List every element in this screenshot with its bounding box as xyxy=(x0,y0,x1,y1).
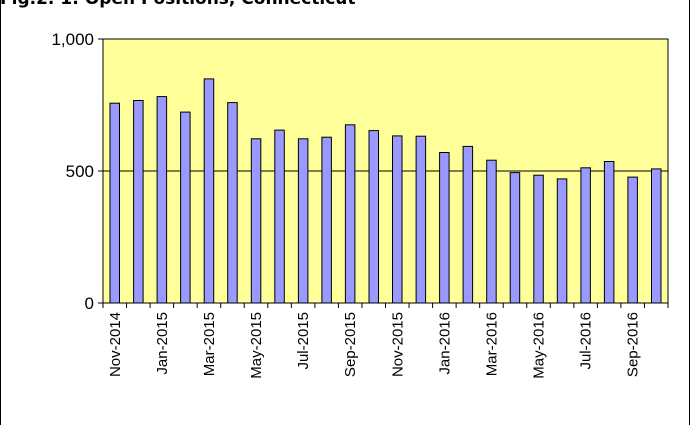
bar-apr-2015 xyxy=(227,102,238,304)
x-tick-label: Mar-2016 xyxy=(483,312,500,376)
bar-jun-2015 xyxy=(274,129,285,304)
bar-oct-2015 xyxy=(368,130,379,304)
x-tick-label: Jan-2015 xyxy=(154,312,171,375)
x-tick-label: Jul-2016 xyxy=(578,312,595,370)
x-tick-label: May-2015 xyxy=(248,312,265,379)
x-tick-label: Mar-2015 xyxy=(201,312,218,376)
bar-mar-2016 xyxy=(486,159,497,304)
figure-title: Fig.2. 1: Open Positions, Connecticut xyxy=(0,0,356,9)
bar-feb-2016 xyxy=(462,145,474,304)
bar-sep-2016 xyxy=(627,176,638,304)
bar-sep-2015 xyxy=(344,124,356,304)
bar-aug-2015 xyxy=(321,136,332,304)
bar-jul-2015 xyxy=(297,138,309,304)
y-tick-label: 0 xyxy=(85,294,94,313)
bar-mar-2015 xyxy=(203,78,215,304)
x-tick-label: May-2016 xyxy=(531,312,548,379)
bar-may-2016 xyxy=(533,174,544,304)
bar-dec-2014 xyxy=(133,100,144,304)
x-tick-label: Jul-2015 xyxy=(295,312,312,370)
bar-nov-2014 xyxy=(109,102,120,304)
y-tick-label: 500 xyxy=(66,162,94,181)
bar-jun-2016 xyxy=(556,178,568,304)
x-tick-label: Nov-2014 xyxy=(107,312,124,377)
bar-may-2015 xyxy=(250,138,262,304)
bar-oct-2016 xyxy=(651,168,662,304)
bar-jan-2015 xyxy=(156,96,168,304)
x-tick-label: Sep-2016 xyxy=(625,312,642,377)
bar-nov-2015 xyxy=(392,135,403,304)
bar-feb-2015 xyxy=(180,111,191,304)
bar-jul-2016 xyxy=(580,167,591,304)
x-tick-label: Nov-2015 xyxy=(389,312,406,377)
bar-jan-2016 xyxy=(439,152,450,304)
bar-apr-2016 xyxy=(509,172,521,304)
bar-aug-2016 xyxy=(603,161,615,304)
y-tick-label: 1,000 xyxy=(51,30,94,49)
y-ticks-group: 0 500 1,000 xyxy=(51,30,103,313)
x-ticks-group: Nov-2014 Jan-2015 Mar-2015 May-2015 Jul-2015… xyxy=(102,303,669,379)
x-tick-label: Jan-2016 xyxy=(436,312,453,375)
bar-dec-2015 xyxy=(415,135,427,304)
x-tick-label: Sep-2015 xyxy=(342,312,359,377)
